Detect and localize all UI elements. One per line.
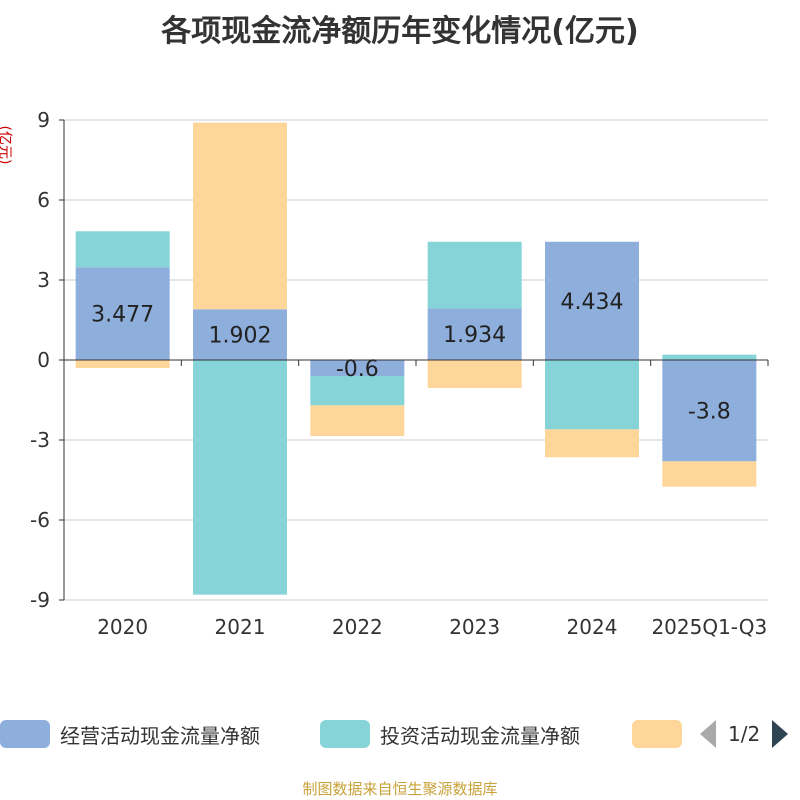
bar-segment-2: [193, 360, 287, 595]
data-source-note: 制图数据来自恒生聚源数据库: [302, 780, 498, 798]
x-tick-label: 2023: [449, 615, 500, 639]
bar-segment-2: [545, 360, 639, 430]
legend-prev-page-icon[interactable]: [700, 720, 716, 748]
bar-segment-3: [310, 405, 405, 436]
y-tick-label: -3: [30, 428, 50, 452]
legend-next-page-icon[interactable]: [772, 720, 789, 748]
x-tick-label: 2025Q1-Q3: [651, 615, 767, 639]
legend-swatch-financing: [632, 720, 682, 748]
bar-segment-3: [545, 429, 639, 458]
bar-segment-1: [75, 267, 170, 360]
legend-swatch-investing: [320, 720, 370, 748]
y-tick-label: 3: [37, 268, 50, 292]
bar-chart: -9 -6 -3 0 3 6 9 3.477 2020 1.902 2021 -0.6 2022 1.93…: [30, 108, 769, 639]
legend-item-operating[interactable]: 经营活动现金流量净额: [0, 716, 260, 752]
bar-data-label: 1.902: [209, 324, 272, 349]
bar-segment-1: [427, 308, 522, 360]
y-tick-label: -6: [30, 508, 50, 532]
bar-data-label: -0.6: [336, 357, 379, 382]
bar-data-label: 3.477: [91, 303, 154, 328]
bar-segment-1: [310, 360, 405, 376]
legend-swatch-operating: [0, 720, 50, 748]
bar-segment-2: [427, 241, 522, 309]
legend-label-operating: 经营活动现金流量净额: [60, 723, 260, 748]
x-tick-label: 2021: [215, 615, 266, 639]
legend: 经营活动现金流量净额 投资活动现金流量净额: [0, 716, 800, 752]
legend-item-investing[interactable]: 投资活动现金流量净额: [320, 716, 580, 752]
y-tick-label: 9: [37, 108, 50, 132]
y-tick-label: -9: [30, 588, 50, 612]
bar-segment-1: [545, 241, 639, 360]
y-tick-label: 0: [37, 348, 50, 372]
x-tick-label: 2020: [97, 615, 148, 639]
x-tick-label: 2022: [332, 615, 383, 639]
legend-pager: 1/2: [700, 716, 789, 752]
bar-data-label: 1.934: [443, 323, 506, 348]
chart-title: 各项现金流净额历年变化情况(亿元): [161, 14, 639, 49]
bar-segment-1: [193, 309, 287, 360]
x-tick-label: 2024: [567, 615, 618, 639]
bar-segment-3: [662, 461, 757, 487]
bar-segment-3: [193, 122, 287, 310]
legend-label-investing: 投资活动现金流量净额: [380, 723, 580, 748]
bar-segment-1: [662, 360, 757, 462]
bar-segment-3: [427, 360, 522, 388]
bar-segment-2: [75, 231, 170, 268]
bar-data-label: 4.434: [561, 290, 624, 315]
legend-item-financing[interactable]: [632, 716, 692, 752]
bar-data-label: -3.8: [688, 400, 731, 425]
y-tick-label: 6: [37, 188, 50, 212]
legend-page-indicator: 1/2: [728, 722, 761, 746]
bar-segment-2: [310, 376, 405, 406]
bar-segment-3: [75, 360, 170, 368]
bar-segment-2: [662, 354, 757, 360]
